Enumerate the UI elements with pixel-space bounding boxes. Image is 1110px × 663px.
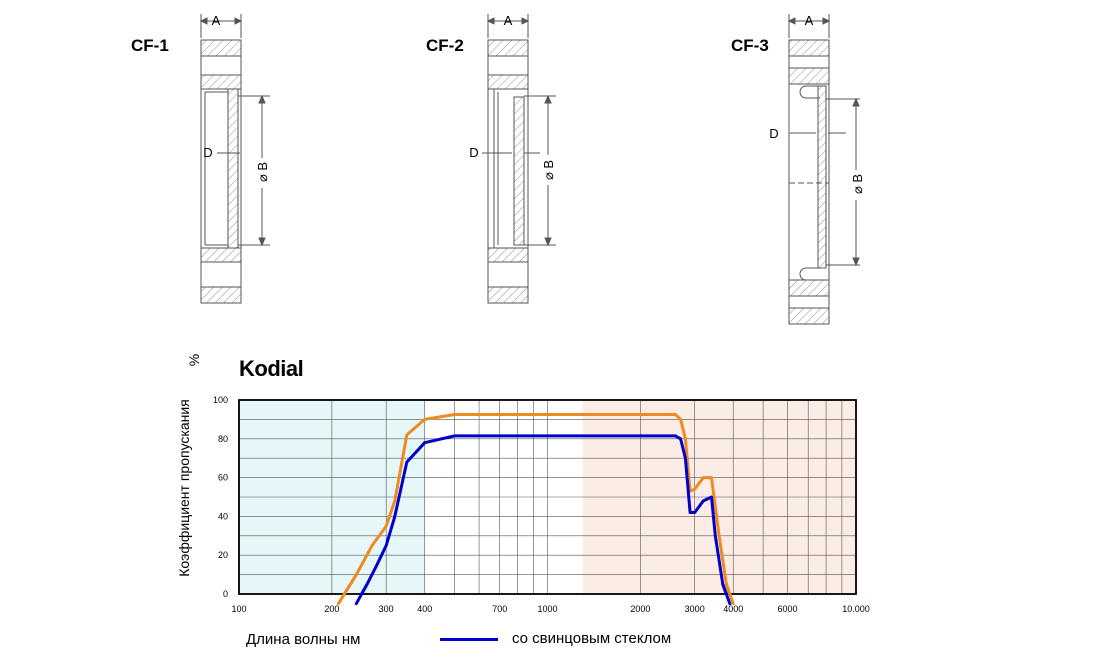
x-axis-label: Длина волны нм xyxy=(246,631,361,648)
cf2-dim-d: D xyxy=(469,145,478,160)
chart-title: Kodial xyxy=(239,356,304,381)
plot-frame xyxy=(238,399,857,595)
cf2-dim-b: ⌀ B xyxy=(541,160,556,180)
cf3-dim-d: D xyxy=(769,126,778,141)
y-tick-label: 0 xyxy=(223,589,228,599)
cf2-dim-a: A xyxy=(504,13,513,28)
x-tick-label: 200 xyxy=(324,604,339,614)
y-tick-label: 20 xyxy=(218,550,228,560)
x-tick-label: 1000 xyxy=(537,604,557,614)
legend-swatch xyxy=(440,638,498,641)
y-tick-label: 60 xyxy=(218,473,228,483)
x-tick-label: 2000 xyxy=(630,604,650,614)
cf3-title: CF-3 xyxy=(731,36,769,55)
x-tick-label: 10.000 xyxy=(842,604,870,614)
legend-label: со свинцовым стеклом xyxy=(512,630,672,647)
cf1-title: CF-1 xyxy=(131,36,169,55)
cf1-dim-d: D xyxy=(203,145,212,160)
cf3-dim-a: A xyxy=(805,13,814,28)
x-tick-label: 4000 xyxy=(723,604,743,614)
flange-drawings: A D ⌀ B A D ⌀ B xyxy=(199,13,865,325)
series-tail-0 xyxy=(336,573,358,606)
x-tick-label: 3000 xyxy=(685,604,705,614)
series-tail-1 xyxy=(721,582,732,606)
cf2-drawing xyxy=(482,14,556,304)
cf1-dim-b: ⌀ B xyxy=(255,162,270,182)
x-tick-label: 400 xyxy=(417,604,432,614)
x-tick-label: 300 xyxy=(379,604,394,614)
y-tick-label: 100 xyxy=(213,395,228,405)
cf1-dim-a: A xyxy=(212,13,221,28)
cf2-title: CF-2 xyxy=(426,36,464,55)
series-tail-1 xyxy=(354,582,369,606)
cf3-drawing xyxy=(787,14,860,325)
y-tick-label: 40 xyxy=(218,511,228,521)
x-tick-label: 700 xyxy=(492,604,507,614)
series-tail-0 xyxy=(724,582,735,606)
y-tick-label: 80 xyxy=(218,434,228,444)
series-line-0 xyxy=(342,413,732,594)
cf1-drawing xyxy=(199,14,270,304)
series-line-1 xyxy=(359,434,728,594)
x-tick-label: 100 xyxy=(231,604,246,614)
x-tick-label: 6000 xyxy=(778,604,798,614)
cf3-dim-b: ⌀ B xyxy=(850,174,865,194)
